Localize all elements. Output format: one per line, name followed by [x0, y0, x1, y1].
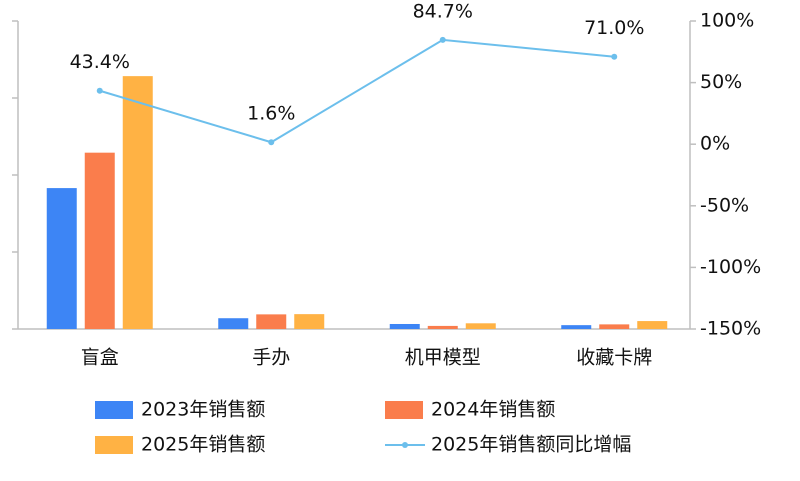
bar: [427, 325, 458, 329]
line-point: [439, 36, 446, 43]
legend-swatch: [385, 401, 423, 419]
bar: [465, 323, 496, 329]
bar: [389, 323, 420, 329]
legend-swatch: [95, 401, 133, 419]
y2-tick-label: -50%: [700, 194, 749, 216]
bar: [599, 324, 630, 329]
line-point: [268, 139, 275, 146]
bar: [561, 325, 592, 329]
bar: [218, 318, 249, 329]
bar: [256, 314, 287, 329]
data-label: 1.6%: [247, 103, 295, 125]
x-tick-label: 盲盒: [81, 347, 119, 369]
y2-tick-label: -150%: [700, 318, 761, 340]
bar: [637, 321, 668, 329]
line: [99, 38, 615, 144]
legend-label: 2025年销售额同比增幅: [431, 434, 631, 456]
y2-tick-label: 0%: [700, 133, 730, 155]
data-label: 84.7%: [413, 0, 473, 22]
legend-label: 2025年销售额: [141, 434, 265, 456]
y2-tick-label: -100%: [700, 256, 761, 278]
legend-marker: [402, 442, 408, 448]
bar: [46, 188, 77, 329]
x-tick-label: 手办: [252, 347, 290, 369]
y2-tick-label: 50%: [700, 71, 742, 93]
legend-swatch: [95, 436, 133, 454]
legend-label: 2023年销售额: [141, 399, 265, 421]
bar: [84, 152, 115, 329]
data-label: 71.0%: [584, 17, 644, 39]
x-tick-label: 机甲模型: [405, 347, 481, 369]
y2-tick-label: 100%: [700, 10, 754, 32]
legend-label: 2024年销售额: [431, 399, 555, 421]
bar: [122, 76, 153, 329]
data-label: 43.4%: [70, 51, 130, 73]
x-tick-label: 收藏卡牌: [576, 347, 652, 369]
bar: [294, 314, 325, 329]
line-point: [96, 87, 103, 94]
line-point: [611, 53, 618, 60]
